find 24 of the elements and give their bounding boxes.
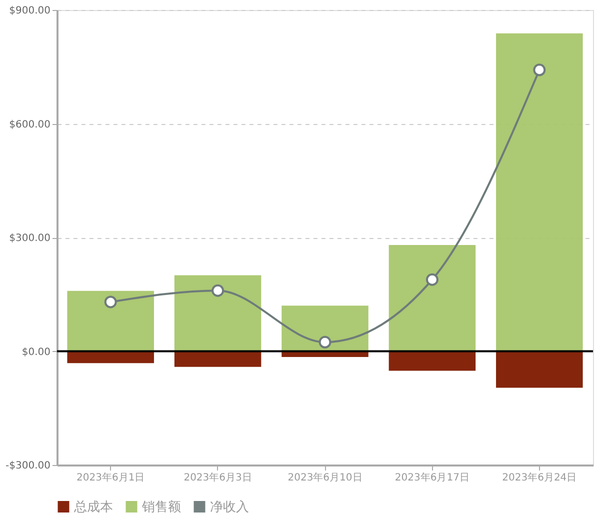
x-tick-label: 2023年6月3日 — [184, 472, 252, 484]
bar — [67, 290, 154, 352]
legend-label: 净收入 — [210, 500, 249, 515]
x-tick-label: 2023年6月24日 — [502, 472, 577, 484]
point — [104, 296, 117, 308]
legend-label: 销售额 — [141, 500, 181, 515]
point — [533, 64, 546, 76]
bar — [388, 244, 476, 352]
legend-label: 总成本 — [73, 500, 113, 515]
y-tick-label: $900.00 — [9, 6, 50, 16]
y-tick-label: $600.00 — [9, 119, 50, 130]
y-tick-label: -$300.00 — [6, 460, 50, 472]
x-tick-label: 2023年6月17日 — [394, 472, 470, 484]
y-tick-label: $0.00 — [22, 346, 50, 358]
x-tick-label: 2023年6月1日 — [76, 472, 145, 484]
point — [318, 336, 332, 348]
bar — [388, 350, 476, 371]
bar — [174, 275, 262, 352]
bar — [496, 350, 583, 388]
x-tick-label: 2023年6月10日 — [288, 472, 362, 484]
bar — [496, 33, 583, 352]
y-tick-label: $300.00 — [9, 233, 50, 244]
point — [212, 284, 224, 297]
point — [426, 273, 438, 286]
